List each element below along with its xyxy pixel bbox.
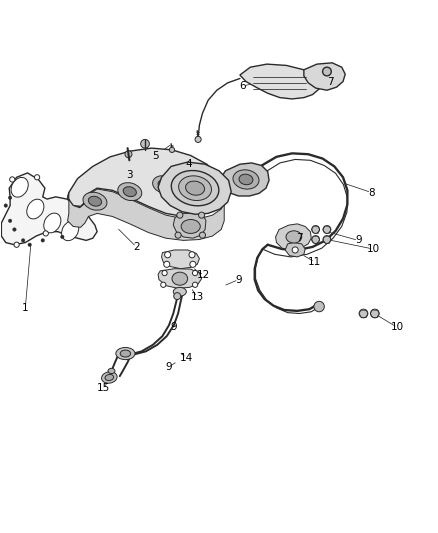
- Ellipse shape: [172, 272, 187, 285]
- Circle shape: [4, 204, 7, 207]
- Ellipse shape: [173, 287, 186, 296]
- Text: 2: 2: [133, 242, 140, 252]
- Ellipse shape: [181, 220, 200, 233]
- Circle shape: [170, 147, 175, 152]
- Circle shape: [177, 212, 183, 218]
- Circle shape: [190, 261, 196, 268]
- Ellipse shape: [120, 350, 131, 357]
- Ellipse shape: [27, 199, 44, 219]
- Circle shape: [192, 270, 198, 276]
- Ellipse shape: [116, 348, 135, 360]
- Circle shape: [141, 140, 149, 148]
- Ellipse shape: [83, 192, 107, 210]
- Circle shape: [8, 219, 12, 223]
- Ellipse shape: [158, 180, 171, 190]
- Polygon shape: [240, 64, 321, 99]
- Text: 14: 14: [180, 353, 193, 363]
- Ellipse shape: [286, 231, 302, 243]
- Circle shape: [43, 231, 48, 236]
- Circle shape: [174, 293, 181, 300]
- Ellipse shape: [186, 181, 205, 195]
- Ellipse shape: [102, 372, 117, 383]
- Circle shape: [60, 235, 64, 239]
- Text: 9: 9: [235, 274, 242, 285]
- Circle shape: [161, 282, 166, 287]
- Circle shape: [14, 242, 19, 247]
- Ellipse shape: [123, 187, 136, 197]
- Circle shape: [10, 177, 15, 182]
- Circle shape: [195, 136, 201, 142]
- Text: 12: 12: [197, 270, 210, 280]
- Ellipse shape: [11, 177, 28, 197]
- Circle shape: [21, 239, 25, 242]
- Circle shape: [371, 309, 379, 318]
- Polygon shape: [173, 213, 206, 238]
- Ellipse shape: [179, 176, 212, 200]
- Polygon shape: [276, 224, 311, 250]
- Circle shape: [28, 243, 32, 246]
- Ellipse shape: [193, 175, 206, 185]
- Circle shape: [164, 261, 170, 268]
- Text: 6: 6: [240, 81, 246, 91]
- Text: 11: 11: [308, 257, 321, 267]
- Text: 7: 7: [327, 77, 333, 86]
- Polygon shape: [1, 173, 97, 245]
- Circle shape: [199, 232, 205, 238]
- Circle shape: [314, 301, 324, 312]
- Circle shape: [13, 228, 16, 231]
- Polygon shape: [304, 63, 345, 90]
- Circle shape: [198, 212, 205, 218]
- Text: 1: 1: [22, 303, 28, 313]
- Ellipse shape: [118, 183, 142, 200]
- Polygon shape: [67, 189, 224, 240]
- Circle shape: [323, 225, 331, 233]
- Circle shape: [192, 282, 198, 287]
- Circle shape: [41, 239, 45, 242]
- Ellipse shape: [239, 174, 253, 185]
- Circle shape: [35, 175, 40, 180]
- Ellipse shape: [44, 213, 61, 233]
- Text: 4: 4: [185, 159, 192, 169]
- Circle shape: [322, 67, 331, 76]
- Circle shape: [323, 236, 331, 244]
- Text: 7: 7: [296, 233, 303, 243]
- Circle shape: [189, 252, 195, 258]
- Circle shape: [175, 232, 181, 238]
- Text: 9: 9: [355, 236, 362, 245]
- Ellipse shape: [187, 171, 212, 189]
- Circle shape: [162, 270, 167, 276]
- Polygon shape: [67, 148, 224, 216]
- Text: 9: 9: [170, 322, 177, 333]
- Circle shape: [292, 247, 298, 253]
- Text: 15: 15: [97, 383, 110, 393]
- Polygon shape: [158, 162, 231, 214]
- Ellipse shape: [171, 171, 219, 206]
- Polygon shape: [158, 269, 201, 288]
- Polygon shape: [285, 243, 305, 257]
- Text: 5: 5: [152, 150, 159, 160]
- Text: 9: 9: [166, 361, 172, 372]
- Text: 10: 10: [367, 244, 380, 254]
- Ellipse shape: [233, 170, 259, 189]
- Ellipse shape: [88, 196, 102, 206]
- Text: 13: 13: [191, 292, 204, 302]
- Circle shape: [125, 151, 132, 158]
- Circle shape: [8, 196, 12, 199]
- Text: 3: 3: [127, 170, 133, 180]
- Circle shape: [165, 252, 171, 258]
- Circle shape: [312, 225, 320, 233]
- Polygon shape: [162, 250, 199, 269]
- Polygon shape: [221, 163, 269, 196]
- Circle shape: [312, 236, 320, 244]
- Text: 8: 8: [368, 188, 374, 198]
- Text: 10: 10: [391, 322, 404, 333]
- Ellipse shape: [62, 221, 79, 241]
- Ellipse shape: [108, 368, 115, 374]
- Ellipse shape: [152, 176, 177, 193]
- Ellipse shape: [105, 374, 113, 381]
- Circle shape: [359, 309, 368, 318]
